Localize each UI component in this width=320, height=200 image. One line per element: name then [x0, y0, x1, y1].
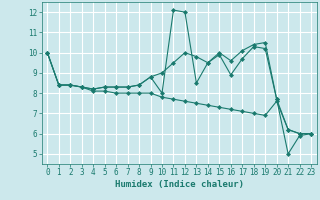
X-axis label: Humidex (Indice chaleur): Humidex (Indice chaleur): [115, 180, 244, 189]
